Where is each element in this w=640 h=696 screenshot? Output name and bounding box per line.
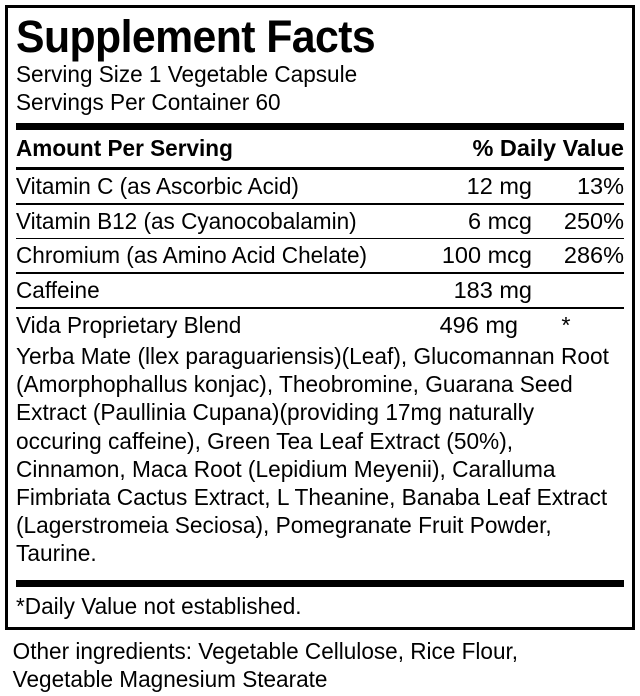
blend-daily-value: * [561,311,571,338]
nutrient-name: Vitamin C (as Ascorbic Acid) [16,172,299,199]
nutrient-daily-value: 13% [576,172,624,199]
blend-name: Vida Proprietary Blend [16,311,242,338]
page-title: Supplement Facts [16,11,376,62]
table-header-row: Amount Per Serving % Daily Value [16,130,624,167]
table-row: Caffeine 183 mg [16,274,624,307]
supplement-facts-panel: Supplement Facts Serving Size 1 Vegetabl… [5,5,635,630]
nutrient-name: Vitamin B12 (as Cyanocobalamin) [16,207,357,234]
divider-row [16,237,624,240]
other-ingredients-text: Other ingredients: Vegetable Cellulose, … [12,637,519,693]
nutrient-name: Chromium (as Amino Acid Chelate) [16,242,368,269]
servings-per-container-text: Servings Per Container 60 [16,88,281,115]
nutrient-daily-value: 250% [563,207,624,234]
divider-row [16,307,624,309]
nutrient-name: Caffeine [16,277,100,304]
proprietary-blend-row: Vida Proprietary Blend 496 mg * [16,309,624,342]
nutrient-daily-value: 286% [563,242,624,269]
nutrient-amount: 12 mg [466,172,532,199]
table-row: Vitamin C (as Ascorbic Acid) 12 mg 13% [16,170,624,203]
divider-thick-top [16,122,624,130]
serving-size-text: Serving Size 1 Vegetable Capsule [16,61,358,88]
daily-value-footnote: *Daily Value not established. [16,592,302,619]
divider-row [16,272,624,275]
amount-per-serving-header: Amount Per Serving [16,134,233,161]
nutrient-amount: 6 mcg [468,207,532,234]
divider-thick-footnote [16,579,624,587]
nutrient-amount: 183 mg [453,277,532,304]
blend-amount: 496 mg [439,311,518,338]
table-row: Chromium (as Amino Acid Chelate) 100 mcg… [16,239,624,272]
daily-value-header: % Daily Value [472,134,624,161]
nutrient-amount: 100 mcg [441,242,532,269]
table-row: Vitamin B12 (as Cyanocobalamin) 6 mcg 25… [16,205,624,238]
divider-row [16,202,624,205]
divider-under-header [16,166,624,170]
blend-ingredients-text: Yerba Mate (llex paraguariensis)(Leaf), … [16,343,609,567]
